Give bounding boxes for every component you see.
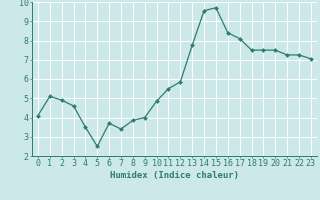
X-axis label: Humidex (Indice chaleur): Humidex (Indice chaleur) bbox=[110, 171, 239, 180]
